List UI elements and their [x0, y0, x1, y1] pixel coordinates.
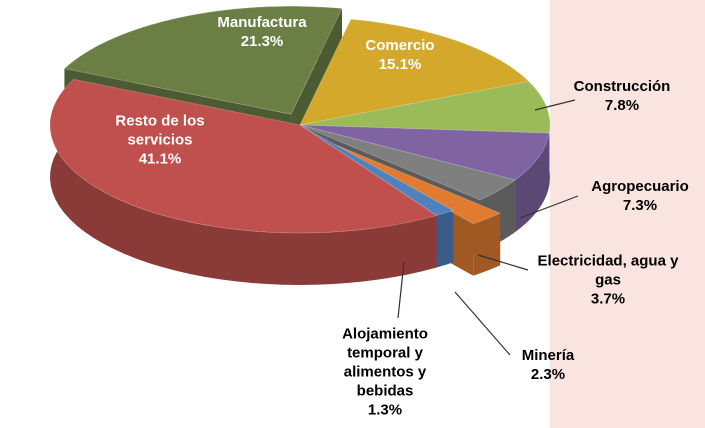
slice-side	[436, 210, 454, 268]
value-label: 1.3%	[367, 401, 403, 419]
leader-line	[454, 291, 511, 356]
slice-tops	[49, 5, 551, 234]
category-label: Alojamiento temporal y alimentos y bebid…	[342, 325, 428, 400]
category-label: Comercio	[365, 37, 435, 54]
value-label: 41.1%	[138, 150, 182, 168]
slice-side	[515, 133, 550, 232]
slice-side	[50, 79, 437, 285]
slice-label: Minería 2.3%	[468, 346, 628, 384]
slice	[49, 78, 438, 234]
value-label: 21.3%	[240, 33, 284, 50]
slice	[299, 18, 530, 126]
value-label: 15.1%	[378, 56, 422, 73]
slice	[63, 5, 343, 115]
slice	[299, 124, 550, 181]
leader-line	[477, 254, 529, 271]
slice-label: Electricidad, agua y gas 3.7%	[533, 252, 683, 309]
value-label: 7.8%	[604, 97, 640, 114]
slice-label: Agropecuario 7.3%	[560, 177, 705, 215]
leader-line	[519, 195, 579, 219]
category-label: Manufactura	[217, 14, 307, 31]
slice-label: Comercio 15.1%	[320, 36, 480, 74]
slice	[299, 124, 517, 201]
category-label: Resto de los servicios	[115, 112, 205, 149]
category-label: Construcción	[573, 78, 671, 95]
category-label: Agropecuario	[591, 178, 689, 195]
category-label: Minería	[521, 347, 575, 364]
slice-label: Resto de los servicios 41.1%	[105, 112, 215, 169]
slice	[299, 124, 455, 216]
value-label: 7.3%	[622, 197, 658, 214]
slice-label: Manufactura 21.3%	[182, 13, 342, 51]
value-label: 2.3%	[530, 366, 566, 383]
category-label: Electricidad, agua y gas	[537, 252, 679, 289]
leader-line	[397, 261, 405, 319]
slice-label: Construcción 7.8%	[542, 77, 702, 115]
value-label: 3.7%	[590, 290, 626, 308]
leader-line	[534, 99, 576, 111]
slice-label: Alojamiento temporal y alimentos y bebid…	[320, 325, 450, 420]
slice	[319, 138, 502, 225]
background-panel	[550, 0, 705, 428]
